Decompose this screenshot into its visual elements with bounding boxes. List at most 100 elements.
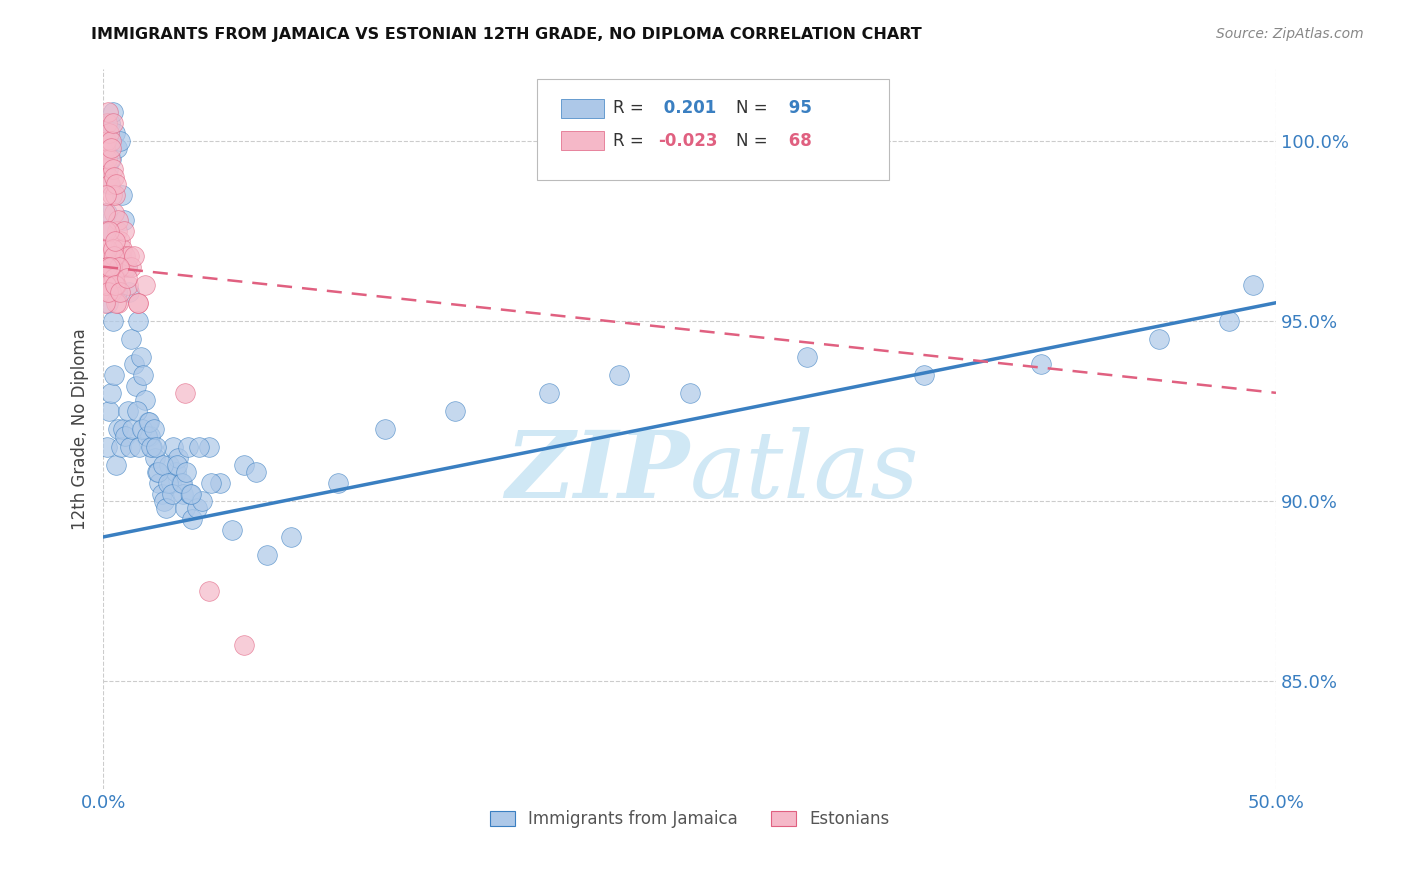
Point <box>112 224 135 238</box>
Y-axis label: 12th Grade, No Diploma: 12th Grade, No Diploma <box>72 328 89 530</box>
Point <box>98 115 121 129</box>
Text: ZIP: ZIP <box>505 427 689 517</box>
Text: atlas: atlas <box>689 427 920 517</box>
Point <box>152 458 174 472</box>
Point <box>100 385 122 400</box>
Text: N =: N = <box>737 99 773 117</box>
Point <box>165 465 187 479</box>
Point <box>122 249 145 263</box>
Point <box>111 187 134 202</box>
Point <box>118 249 141 263</box>
Point <box>108 235 131 249</box>
Point <box>122 357 145 371</box>
Point <box>108 134 131 148</box>
Point <box>96 440 118 454</box>
Point <box>115 260 138 274</box>
Point <box>105 277 128 292</box>
Point <box>188 440 211 454</box>
Point <box>162 487 184 501</box>
Point <box>107 212 129 227</box>
Point <box>97 162 120 177</box>
Point <box>221 523 243 537</box>
Point <box>136 415 159 429</box>
Point <box>100 141 122 155</box>
Point <box>141 440 163 454</box>
Text: N =: N = <box>737 132 773 150</box>
Point <box>96 242 118 256</box>
Point <box>103 169 125 184</box>
Point <box>97 104 120 119</box>
Point <box>200 475 222 490</box>
Point <box>110 249 132 263</box>
Point <box>93 260 115 274</box>
Point <box>209 475 232 490</box>
Point <box>105 141 128 155</box>
Point <box>114 429 136 443</box>
Point <box>134 392 156 407</box>
Point <box>98 177 121 191</box>
Point <box>100 152 122 166</box>
Legend: Immigrants from Jamaica, Estonians: Immigrants from Jamaica, Estonians <box>482 804 896 835</box>
Point <box>107 295 129 310</box>
Point <box>103 205 125 219</box>
Point <box>197 440 219 454</box>
Point <box>131 422 153 436</box>
Point <box>96 260 118 274</box>
Point <box>98 152 121 166</box>
Point <box>135 429 157 443</box>
Point <box>108 260 131 274</box>
Point <box>94 162 117 177</box>
Point <box>232 458 254 472</box>
Point <box>162 440 184 454</box>
Point <box>120 440 142 454</box>
Point <box>127 295 149 310</box>
Point <box>245 465 267 479</box>
Point <box>94 134 117 148</box>
Text: Source: ZipAtlas.com: Source: ZipAtlas.com <box>1216 27 1364 41</box>
Point <box>256 548 278 562</box>
Point <box>146 465 169 479</box>
Point <box>112 422 135 436</box>
Point <box>100 285 122 299</box>
Point <box>796 350 818 364</box>
Point <box>111 242 134 256</box>
Point <box>105 458 128 472</box>
Text: IMMIGRANTS FROM JAMAICA VS ESTONIAN 12TH GRADE, NO DIPLOMA CORRELATION CHART: IMMIGRANTS FROM JAMAICA VS ESTONIAN 12TH… <box>91 27 922 42</box>
Point <box>97 169 120 184</box>
Point <box>678 385 700 400</box>
Point <box>94 295 117 310</box>
Point <box>912 368 935 382</box>
Point <box>96 152 118 166</box>
Point <box>96 187 118 202</box>
Point <box>104 187 127 202</box>
Point <box>150 487 173 501</box>
Point <box>117 277 139 292</box>
Point <box>94 224 117 238</box>
Point <box>166 458 188 472</box>
Point <box>96 205 118 219</box>
Point <box>120 332 142 346</box>
Point <box>101 314 124 328</box>
Point <box>101 115 124 129</box>
Point <box>141 440 163 454</box>
Point <box>167 450 190 465</box>
Point <box>101 187 124 202</box>
Text: R =: R = <box>613 99 650 117</box>
Point <box>104 127 127 141</box>
Point <box>93 152 115 166</box>
Point <box>174 501 197 516</box>
Point <box>145 440 167 454</box>
Point <box>132 368 155 382</box>
Point <box>139 429 162 443</box>
Point <box>112 260 135 274</box>
Point <box>105 224 128 238</box>
Point <box>129 350 152 364</box>
Point <box>115 260 138 274</box>
FancyBboxPatch shape <box>561 131 605 150</box>
Point <box>100 285 122 299</box>
Point <box>101 242 124 256</box>
Point <box>127 404 149 418</box>
Point <box>100 260 122 274</box>
Point <box>280 530 302 544</box>
Point <box>180 487 202 501</box>
